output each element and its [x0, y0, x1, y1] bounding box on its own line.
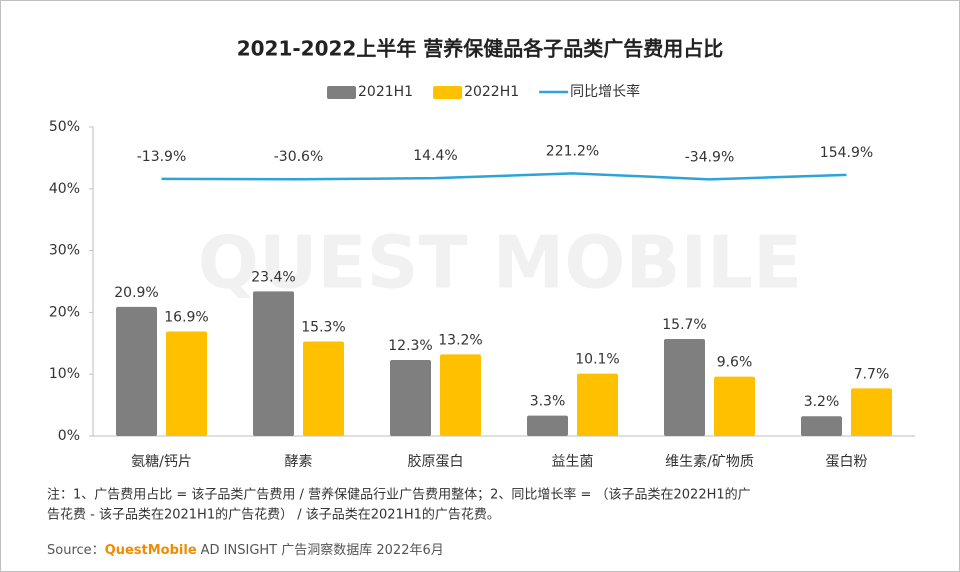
- bar-value-label: 23.4%: [251, 269, 295, 285]
- bar: [851, 388, 892, 436]
- bar: [303, 341, 344, 436]
- x-tick-label: 维生素/矿物质: [665, 454, 754, 470]
- bar: [664, 338, 705, 436]
- legend-label: 同比增长率: [570, 83, 640, 100]
- bar: [801, 416, 842, 436]
- x-tick-label: 酵素: [285, 454, 313, 470]
- x-tick-label: 蛋白粉: [826, 454, 868, 470]
- line-value-label: -30.6%: [274, 149, 324, 165]
- note-line: 告花费 - 该子品类在2021H1的广告花费） / 该子品类在2021H1的广告…: [47, 507, 500, 523]
- source-text: AD INSIGHT 广告洞察数据库 2022年6月: [201, 542, 444, 558]
- bar-value-label: 20.9%: [114, 285, 158, 301]
- bar-value-label: 15.7%: [662, 317, 706, 333]
- bar-value-label: 3.2%: [804, 394, 840, 410]
- bar-value-label: 7.7%: [854, 366, 890, 382]
- bar-value-label: 3.3%: [530, 394, 566, 410]
- bar-value-label: 9.6%: [717, 355, 753, 371]
- bar: [253, 291, 294, 436]
- line-value-label: 154.9%: [820, 145, 873, 161]
- source: Source：QuestMobile AD INSIGHT 广告洞察数据库 202…: [47, 542, 444, 558]
- legend-label: 2022H1: [464, 84, 519, 100]
- y-tick-label: 0%: [58, 428, 80, 444]
- bar-value-label: 12.3%: [388, 338, 432, 354]
- note-line: 注：1、广告费用占比 = 该子品类广告费用 / 营养保健品行业广告费用整体；2、…: [47, 487, 751, 503]
- chart-title: 2021-2022上半年 营养保健品各子品类广告费用占比: [237, 37, 724, 61]
- y-tick-label: 10%: [49, 366, 80, 382]
- bar-value-label: 15.3%: [301, 319, 345, 335]
- bar: [440, 354, 481, 436]
- source-brand: QuestMobile: [105, 543, 197, 558]
- bar: [577, 373, 618, 436]
- bar-value-label: 10.1%: [575, 352, 619, 368]
- y-tick-label: 30%: [49, 243, 80, 259]
- bar: [527, 415, 568, 436]
- source-label: Source：: [47, 543, 105, 558]
- line-value-label: -34.9%: [685, 149, 735, 165]
- x-tick-label: 益生菌: [552, 454, 594, 470]
- bar: [714, 376, 755, 436]
- line-value-label: 221.2%: [546, 143, 599, 159]
- line-value-label: 14.4%: [413, 148, 457, 164]
- bar: [116, 306, 157, 436]
- watermark: QUEST MOBILE: [198, 221, 802, 305]
- legend-swatch: [327, 86, 356, 99]
- y-tick-label: 20%: [49, 304, 80, 320]
- legend-swatch: [433, 86, 463, 99]
- y-tick-label: 40%: [49, 181, 80, 197]
- x-tick-label: 胶原蛋白: [408, 453, 464, 470]
- line-value-label: -13.9%: [137, 149, 187, 165]
- bar-value-label: 13.2%: [438, 332, 482, 348]
- y-tick-label: 50%: [49, 119, 80, 135]
- legend-label: 2021H1: [358, 84, 413, 100]
- bar-value-label: 16.9%: [164, 310, 208, 326]
- bar: [390, 359, 431, 436]
- x-tick-label: 氨糖/钙片: [131, 454, 192, 470]
- bar: [166, 331, 207, 436]
- line: [161, 172, 847, 181]
